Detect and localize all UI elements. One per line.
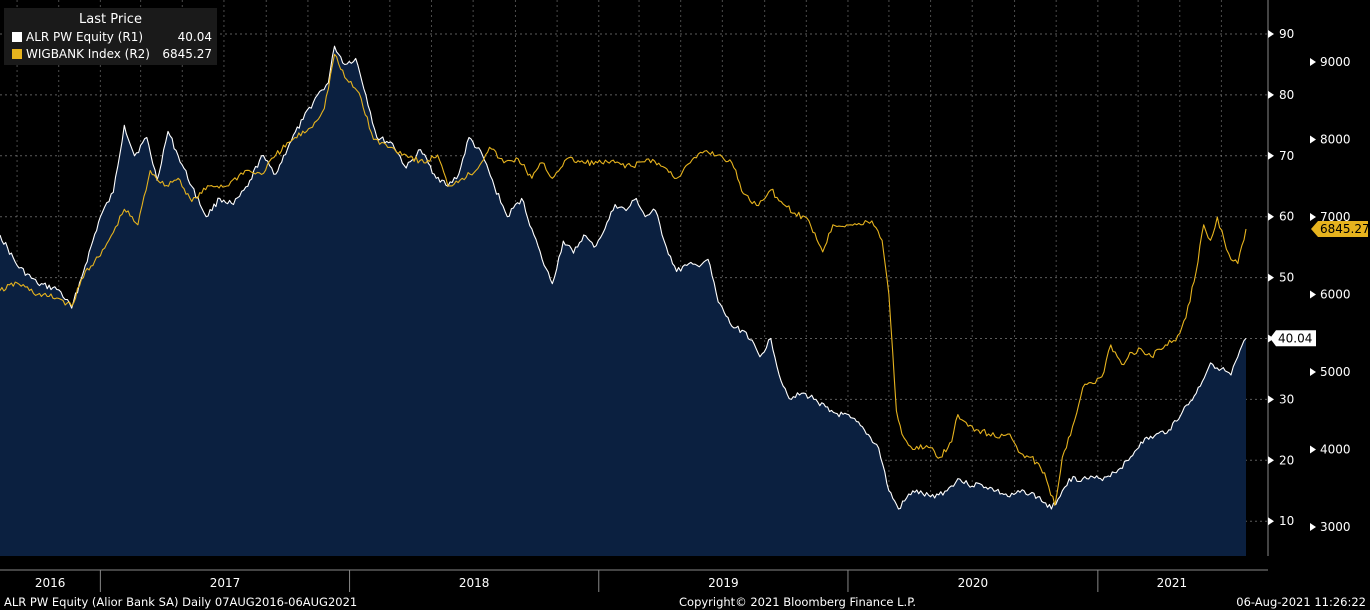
legend-swatch-wigbank xyxy=(12,49,22,59)
legend-label-wigbank: WIGBANK Index (R2) xyxy=(26,47,150,61)
r1-tick-marker xyxy=(1268,212,1274,221)
r1-tick-marker xyxy=(1268,30,1274,38)
r1-tick-label: 30 xyxy=(1279,392,1294,406)
r2-tick-marker xyxy=(1310,368,1316,376)
legend-title: Last Price xyxy=(79,12,142,27)
r1-tick-label: 80 xyxy=(1279,88,1294,102)
x-tick-label: 2016 xyxy=(35,576,66,590)
legend: Last Price ALR PW Equity (R1) 40.04 WIGB… xyxy=(4,8,217,65)
legend-value-alr: 40.04 xyxy=(177,30,212,44)
r1-tick-marker xyxy=(1268,395,1274,404)
r1-tick-marker xyxy=(1268,456,1274,465)
series-line-wigbank xyxy=(0,53,1247,506)
x-tick-label: 2019 xyxy=(708,576,739,590)
x-tick-label: 2021 xyxy=(1157,576,1188,590)
footer-security-info: ALR PW Equity (Alior Bank SA) Daily 07AU… xyxy=(4,595,358,609)
r2-last-value-label: 6845.27 xyxy=(1320,222,1370,236)
legend-item-alr: ALR PW Equity (R1) 40.04 xyxy=(12,30,212,44)
series-line-alr xyxy=(0,45,1247,510)
r1-tick-label: 60 xyxy=(1279,210,1294,224)
r2-tick-label: 9000 xyxy=(1320,55,1351,69)
r2-tick-marker xyxy=(1310,58,1316,66)
r2-last-value-tag xyxy=(1311,220,1368,237)
r1-tick-label: 90 xyxy=(1279,27,1294,41)
r1-tick-label: 70 xyxy=(1279,149,1294,163)
r1-tick-marker xyxy=(1268,517,1274,526)
r1-tick-marker xyxy=(1268,90,1274,99)
r1-tick-label: 20 xyxy=(1279,453,1294,467)
r1-tick-label: 10 xyxy=(1279,514,1294,528)
r2-tick-label: 8000 xyxy=(1320,133,1351,147)
r1-last-value-tag xyxy=(1270,330,1316,347)
r2-tick-marker xyxy=(1310,445,1316,454)
footer-copyright: Copyright© 2021 Bloomberg Finance L.P. xyxy=(679,595,916,609)
r1-tick-marker xyxy=(1268,273,1274,282)
r2-tick-label: 7000 xyxy=(1320,210,1351,224)
legend-item-wigbank: WIGBANK Index (R2) 6845.27 xyxy=(12,47,212,61)
series-area-layer xyxy=(0,46,1246,556)
x-tick-label: 2018 xyxy=(459,576,490,590)
r1-tick-marker xyxy=(1268,151,1274,160)
legend-swatch-alr xyxy=(12,32,22,42)
r2-tick-label: 5000 xyxy=(1320,365,1351,379)
legend-label-alr: ALR PW Equity (R1) xyxy=(26,30,144,44)
r2-tick-marker xyxy=(1310,523,1316,531)
x-tick-label: 2020 xyxy=(958,576,989,590)
r2-tick-label: 4000 xyxy=(1320,443,1351,457)
series-line-layer xyxy=(0,45,1247,510)
r1-last-value-label: 40.04 xyxy=(1278,331,1312,345)
r2-tick-label: 6000 xyxy=(1320,288,1351,302)
axes-layer: 2016201720182019202020211020304050607080… xyxy=(0,0,1370,592)
footer-timestamp: 06-Aug-2021 11:26:22 xyxy=(1236,595,1366,609)
series-area-alr xyxy=(0,46,1246,556)
r2-tick-marker xyxy=(1310,290,1316,299)
r1-tick-label: 50 xyxy=(1279,271,1294,285)
r2-tick-marker xyxy=(1310,135,1316,144)
legend-value-wigbank: 6845.27 xyxy=(162,47,212,61)
r2-tick-marker xyxy=(1310,213,1316,221)
x-tick-label: 2017 xyxy=(210,576,241,590)
r2-tick-label: 3000 xyxy=(1320,520,1351,534)
